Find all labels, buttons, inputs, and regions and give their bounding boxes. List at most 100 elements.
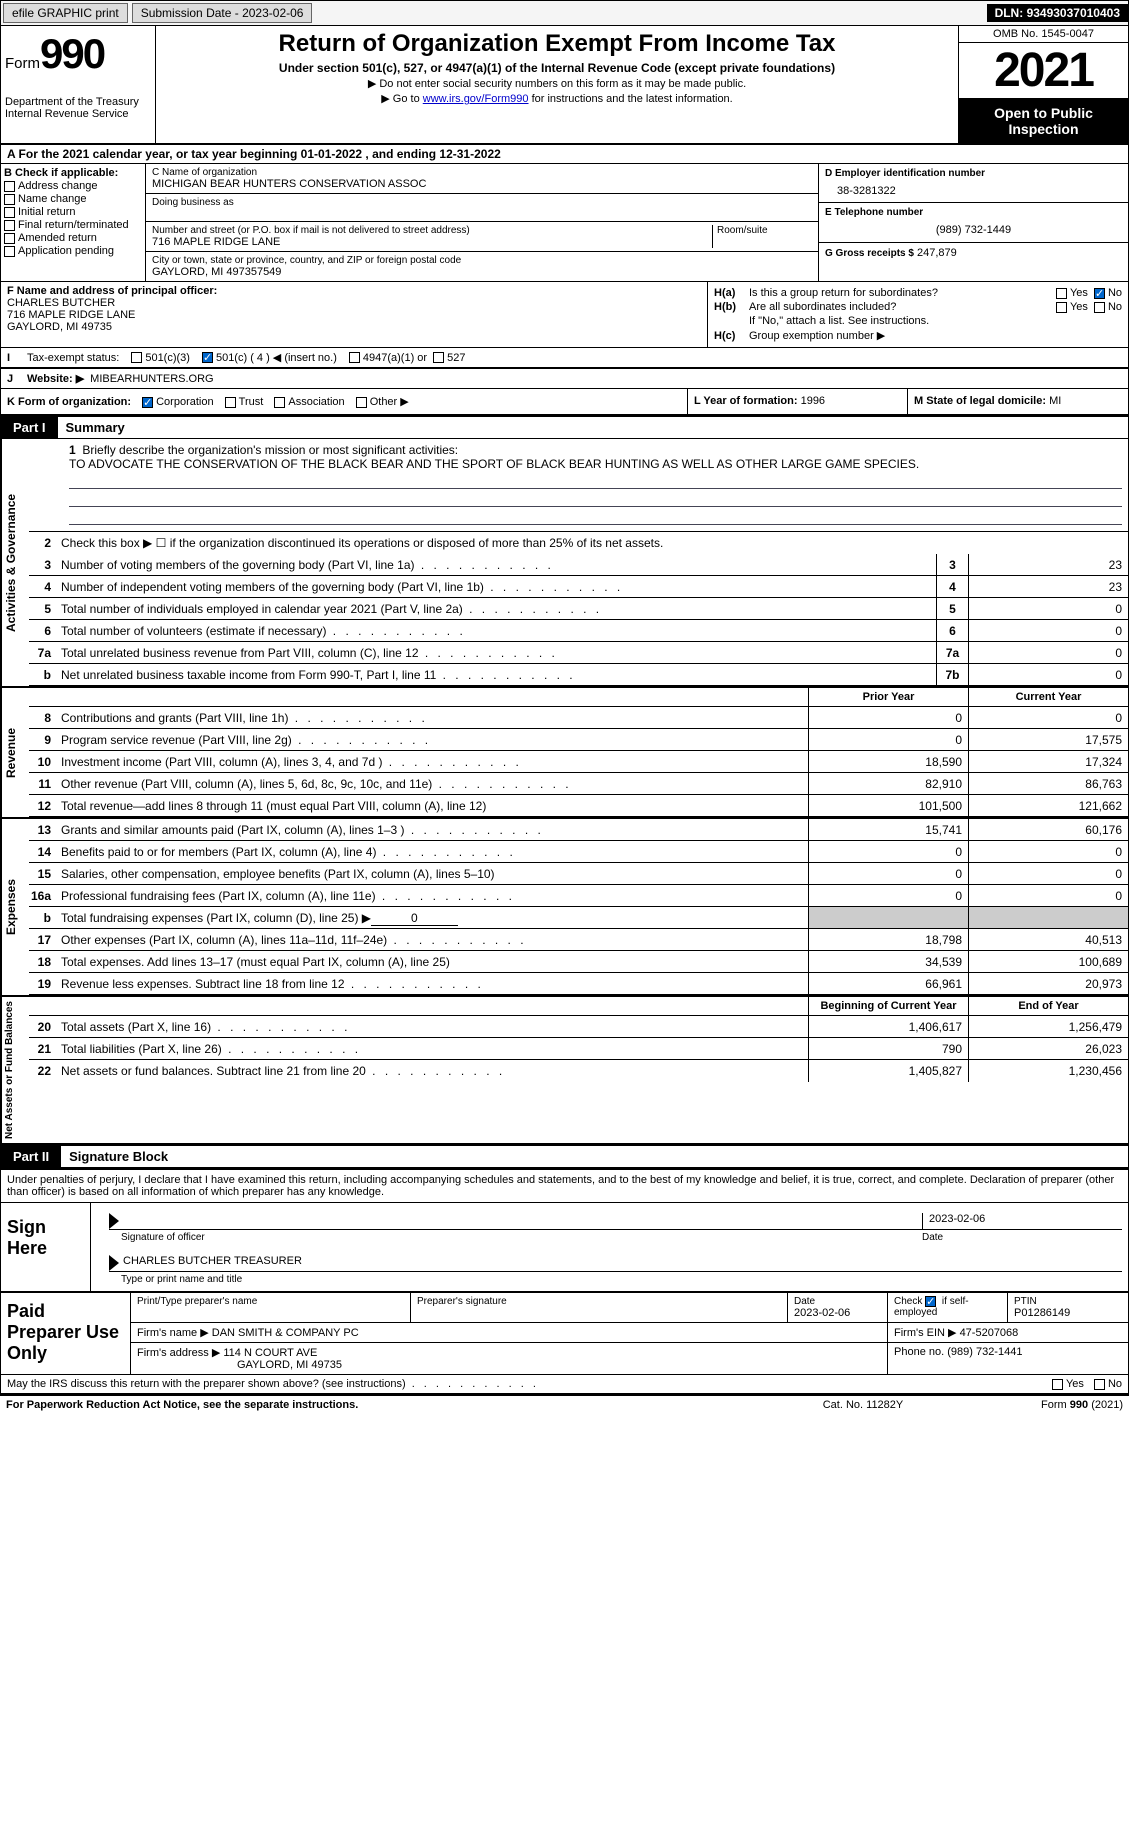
section-bcd: B Check if applicable: Address change Na…	[0, 164, 1129, 282]
goto-pre: ▶ Go to	[381, 93, 422, 105]
prep-name-label: Print/Type preparer's name	[137, 1296, 404, 1307]
c8: 0	[968, 707, 1128, 728]
part-2-tag: Part II	[1, 1146, 61, 1167]
chk-trust[interactable]	[225, 397, 236, 408]
officer-city: GAYLORD, MI 49735	[7, 321, 701, 333]
mission-label: Briefly describe the organization's miss…	[82, 443, 458, 457]
prep-self-emp: Check if self-employed	[888, 1293, 1008, 1322]
dept-treasury: Department of the Treasury	[5, 96, 151, 108]
col-c: C Name of organization MICHIGAN BEAR HUN…	[146, 164, 818, 281]
website-value: MIBEARHUNTERS.ORG	[90, 373, 213, 385]
chk-assoc[interactable]	[274, 397, 285, 408]
c18: 100,689	[968, 951, 1128, 972]
street-value: 716 MAPLE RIDGE LANE	[152, 236, 280, 248]
side-revenue: Revenue	[1, 688, 29, 817]
val-4: 23	[968, 576, 1128, 597]
c10: 17,324	[968, 751, 1128, 772]
ha-yes[interactable]	[1056, 288, 1067, 299]
eoy-hdr: End of Year	[968, 997, 1128, 1015]
tel-value: (989) 732-1449	[825, 224, 1122, 236]
irs-label: Internal Revenue Service	[5, 108, 151, 120]
street-label: Number and street (or P.O. box if mail i…	[152, 225, 712, 236]
chk-501c[interactable]	[202, 352, 213, 363]
sign-here-label: Sign Here	[1, 1203, 91, 1291]
hb-no[interactable]	[1094, 302, 1105, 313]
chk-4947[interactable]	[349, 352, 360, 363]
gross-box: G Gross receipts $ 247,879	[819, 243, 1128, 281]
part-1-title: Summary	[58, 417, 133, 438]
col-h: H(a) Is this a group return for subordin…	[708, 282, 1128, 347]
boy-hdr: Beginning of Current Year	[808, 997, 968, 1015]
subtitle-1: Under section 501(c), 527, or 4947(a)(1)…	[160, 61, 954, 75]
line-22: Net assets or fund balances. Subtract li…	[57, 1062, 808, 1080]
chk-initial-return[interactable]: Initial return	[4, 206, 142, 218]
line-19: Revenue less expenses. Subtract line 18 …	[57, 975, 808, 993]
c11: 86,763	[968, 773, 1128, 794]
row-i-tax-status: I Tax-exempt status: 501(c)(3) 501(c) ( …	[0, 347, 1129, 368]
val-7b: 0	[968, 664, 1128, 685]
val-7a: 0	[968, 642, 1128, 663]
k-form-org: K Form of organization: Corporation Trus…	[1, 389, 688, 414]
sig-arrow-icon	[109, 1213, 119, 1229]
mission-blank-3	[69, 509, 1122, 525]
discuss-no[interactable]	[1094, 1379, 1105, 1390]
p14: 0	[808, 841, 968, 862]
chk-address-change[interactable]: Address change	[4, 180, 142, 192]
year-begin: 01-01-2022	[301, 147, 362, 161]
summary-revenue: Revenue Prior YearCurrent Year 8Contribu…	[0, 686, 1129, 817]
chk-app-pending[interactable]: Application pending	[4, 245, 142, 257]
p10: 18,590	[808, 751, 968, 772]
p17: 18,798	[808, 929, 968, 950]
sign-date: 2023-02-06	[922, 1213, 1122, 1229]
ha-no[interactable]	[1094, 288, 1105, 299]
p8: 0	[808, 707, 968, 728]
prep-date: 2023-02-06	[794, 1307, 881, 1319]
cat-no: Cat. No. 11282Y	[763, 1399, 963, 1411]
part-1-tag: Part I	[1, 417, 58, 438]
val-16b: 0	[371, 911, 458, 926]
form-prefix: Form	[5, 55, 40, 72]
pra-notice: For Paperwork Reduction Act Notice, see …	[6, 1399, 763, 1411]
discuss-yes[interactable]	[1052, 1379, 1063, 1390]
col-f-officer: F Name and address of principal officer:…	[1, 282, 708, 347]
row-j-website: J Website: ▶ MIBEARHUNTERS.ORG	[0, 368, 1129, 389]
top-bar: efile GRAPHIC print Submission Date - 20…	[0, 0, 1129, 26]
h-b-text: Are all subordinates included?	[749, 301, 1056, 313]
preparer-title: Paid Preparer Use Only	[1, 1293, 131, 1374]
chk-527[interactable]	[433, 352, 444, 363]
sig-label: Signature of officer	[121, 1232, 922, 1243]
val-5: 0	[968, 598, 1128, 619]
org-name: MICHIGAN BEAR HUNTERS CONSERVATION ASSOC	[152, 178, 812, 190]
discuss-text: May the IRS discuss this return with the…	[7, 1378, 1052, 1390]
officer-name-line: CHARLES BUTCHER TREASURER	[109, 1255, 1122, 1272]
chk-corp[interactable]	[142, 397, 153, 408]
org-name-label: C Name of organization	[152, 167, 812, 178]
chk-final-return[interactable]: Final return/terminated	[4, 219, 142, 231]
form-footer: Form 990 (2021)	[963, 1399, 1123, 1411]
side-governance: Activities & Governance	[1, 439, 29, 686]
firm-name-label: Firm's name ▶	[137, 1327, 209, 1339]
open-to-public: Open to Public Inspection	[959, 99, 1128, 143]
h-a-text: Is this a group return for subordinates?	[749, 287, 1056, 299]
officer-street: 716 MAPLE RIDGE LANE	[7, 309, 701, 321]
officer-sig-line: 2023-02-06	[109, 1213, 1122, 1230]
form-number: Form990	[5, 30, 151, 78]
tel-label: E Telephone number	[825, 207, 1122, 218]
chk-other[interactable]	[356, 397, 367, 408]
irs-link[interactable]: www.irs.gov/Form990	[423, 93, 529, 105]
line-7a: Total unrelated business revenue from Pa…	[57, 644, 936, 662]
hb-yes[interactable]	[1056, 302, 1067, 313]
goto-post: for instructions and the latest informat…	[529, 93, 733, 105]
line-14: Benefits paid to or for members (Part IX…	[57, 843, 808, 861]
chk-501c3[interactable]	[131, 352, 142, 363]
c13: 60,176	[968, 819, 1128, 840]
chk-self-employed[interactable]	[925, 1296, 936, 1307]
prep-date-label: Date	[794, 1296, 881, 1307]
line-15: Salaries, other compensation, employee b…	[57, 865, 808, 883]
chk-name-change[interactable]: Name change	[4, 193, 142, 205]
chk-amended[interactable]: Amended return	[4, 232, 142, 244]
line-9: Program service revenue (Part VIII, line…	[57, 731, 808, 749]
submission-label: Submission Date -	[141, 6, 242, 20]
p22: 1,405,827	[808, 1060, 968, 1082]
line-7b: Net unrelated business taxable income fr…	[57, 666, 936, 684]
